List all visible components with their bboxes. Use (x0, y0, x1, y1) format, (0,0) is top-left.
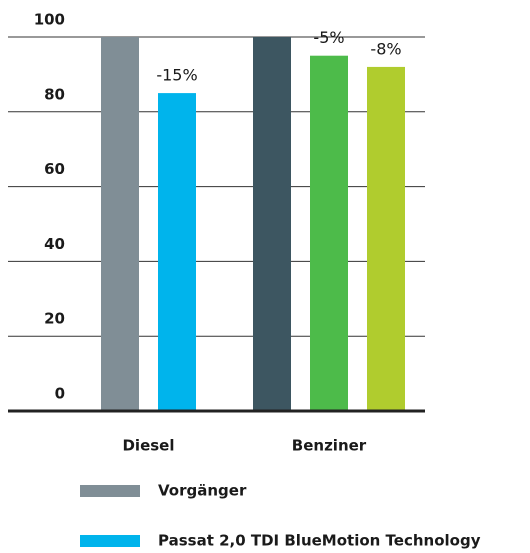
bar (367, 66, 405, 412)
legend-swatch (80, 535, 140, 547)
y-tick-label: 60 (44, 160, 65, 178)
y-tick-label: 20 (44, 310, 65, 328)
bar (253, 37, 291, 411)
y-tick-label: 80 (44, 85, 65, 103)
bar (158, 93, 196, 411)
category-label: Diesel (122, 437, 174, 455)
legend-label: Vorgänger (158, 482, 247, 500)
bar-annotation: -8% (370, 39, 401, 58)
bar (310, 55, 348, 411)
bar-annotation: -5% (313, 28, 344, 47)
legend-swatch (80, 485, 140, 497)
y-tick-label: 100 (34, 11, 65, 29)
y-tick-label: 0 (55, 385, 65, 403)
y-tick-label: 40 (44, 235, 65, 253)
category-label: Benziner (292, 437, 367, 455)
legend-label: Passat 2,0 TDI BlueMotion Technology (158, 532, 481, 550)
bar-annotation: -15% (156, 66, 197, 85)
bar (101, 37, 139, 411)
